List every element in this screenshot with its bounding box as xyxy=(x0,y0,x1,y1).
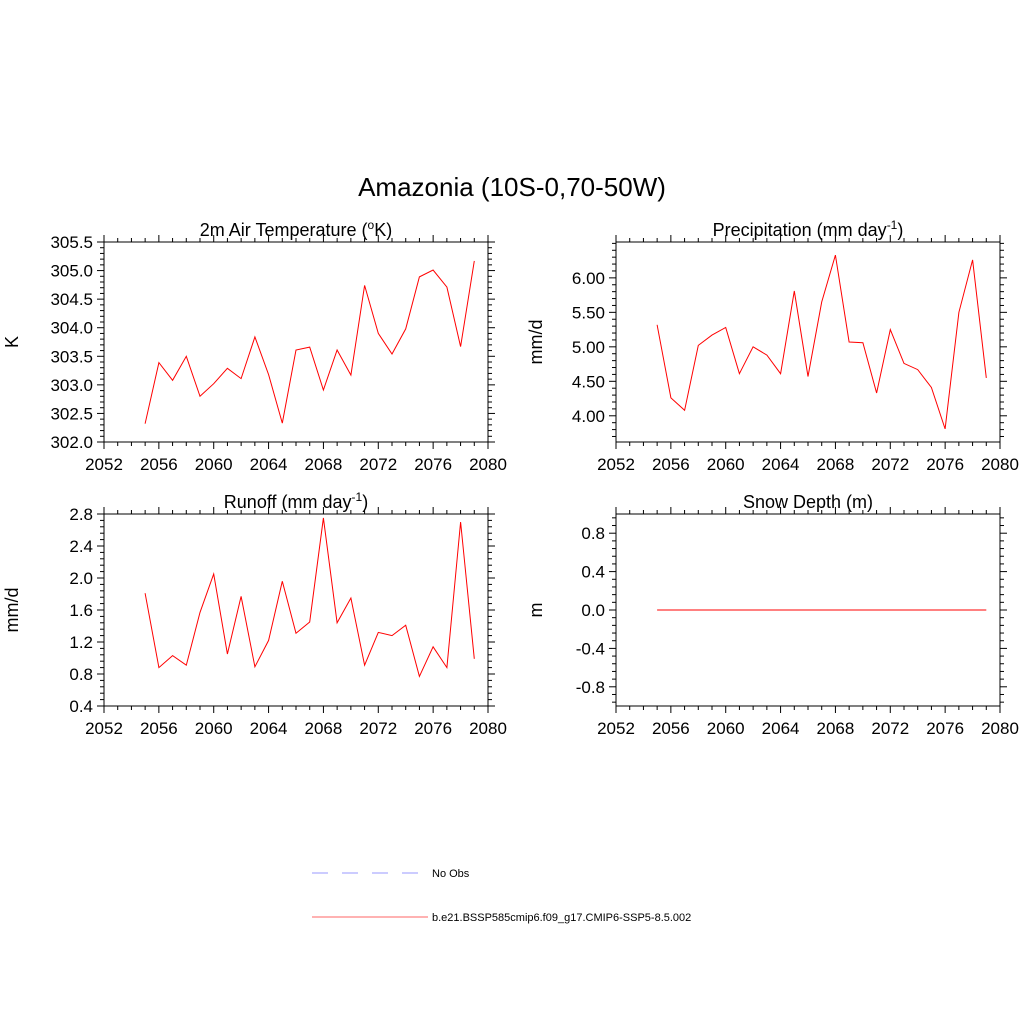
y-tick-label: 6.00 xyxy=(572,269,605,288)
legend-entry: No Obs xyxy=(312,868,470,880)
series-line xyxy=(144,517,475,678)
x-tick-label: 2056 xyxy=(140,455,178,474)
y-tick-label: 2.4 xyxy=(69,537,93,556)
y-tick-label: 0.8 xyxy=(581,524,605,543)
y-tick-label: 0.4 xyxy=(69,697,93,716)
series-line xyxy=(656,254,987,430)
y-tick-label: 305.0 xyxy=(50,262,93,281)
y-tick-label: 303.5 xyxy=(50,347,93,366)
x-tick-label: 2052 xyxy=(85,455,123,474)
y-tick-label: 2.0 xyxy=(69,569,93,588)
x-tick-label: 2076 xyxy=(414,719,452,738)
y-tick-label: 304.5 xyxy=(50,290,93,309)
panel-title-suffix: K) xyxy=(374,220,392,240)
y-tick-label: 5.50 xyxy=(572,303,605,322)
y-tick-label: 305.5 xyxy=(50,233,93,252)
x-tick-label: 2056 xyxy=(140,719,178,738)
panel-title-text: Runoff (mm day xyxy=(224,492,352,512)
panels-group: 2m Air Temperature (oK)2052 2056 2060 2064 2… xyxy=(2,218,1019,738)
panel-title-suffix: ) xyxy=(362,492,368,512)
x-tick-label: 2060 xyxy=(195,719,233,738)
y-axis-label: m xyxy=(526,603,546,618)
y-tick-label: 0.0 xyxy=(581,601,605,620)
panel-title: Snow Depth (m) xyxy=(743,492,873,512)
figure-title: Amazonia (10S-0,70-50W) xyxy=(358,172,666,202)
x-tick-label: 2064 xyxy=(762,455,800,474)
x-tick-label: 2064 xyxy=(250,719,288,738)
panel-title-superscript: -1 xyxy=(352,490,363,504)
x-tick-label: 2072 xyxy=(871,455,909,474)
series-line xyxy=(144,260,475,424)
panel-title: Runoff (mm day-1) xyxy=(224,490,368,512)
x-tick-label: 2064 xyxy=(762,719,800,738)
x-tick-label: 2080 xyxy=(469,455,507,474)
y-tick-label: 1.2 xyxy=(69,633,93,652)
x-tick-label: 2056 xyxy=(652,719,690,738)
panel-temperature: 2m Air Temperature (oK) 2052 2056 2060 2064 2… xyxy=(2,218,507,474)
y-tick-label: 5.00 xyxy=(572,338,605,357)
y-tick-label: 1.6 xyxy=(69,601,93,620)
x-tick-label: 2060 xyxy=(707,719,745,738)
panel-title: Precipitation (mm day-1) xyxy=(713,218,904,240)
panel-title-superscript: o xyxy=(368,218,375,232)
panel-title-text: 2m Air Temperature ( xyxy=(200,220,368,240)
panel-title-text: Snow Depth (m) xyxy=(743,492,873,512)
panel-title: 2m Air Temperature (oK) xyxy=(200,218,392,240)
y-tick-label: 2.8 xyxy=(69,505,93,524)
x-tick-label: 2072 xyxy=(359,455,397,474)
x-tick-label: 2068 xyxy=(305,455,343,474)
plot-frame xyxy=(615,241,1001,443)
legend-label: No Obs xyxy=(432,868,470,880)
x-tick-label: 2068 xyxy=(305,719,343,738)
x-tick-label: 2076 xyxy=(414,455,452,474)
x-tick-label: 2080 xyxy=(469,719,507,738)
y-tick-label: 0.8 xyxy=(69,665,93,684)
x-tick-label: 2056 xyxy=(652,455,690,474)
panel-snow-depth: Snow Depth (m) 2052 2056 2060 2064 2068 2072 20… xyxy=(526,492,1019,738)
x-tick-label: 2060 xyxy=(195,455,233,474)
y-tick-label: 4.50 xyxy=(572,372,605,391)
x-tick-label: 2064 xyxy=(250,455,288,474)
x-tick-label: 2076 xyxy=(926,719,964,738)
x-tick-label: 2080 xyxy=(981,719,1019,738)
x-tick-label: 2052 xyxy=(85,719,123,738)
y-tick-label: -0.8 xyxy=(576,678,605,697)
x-tick-label: 2068 xyxy=(817,719,855,738)
panel-title-suffix: ) xyxy=(897,220,903,240)
legend: No Obs b.e21.BSSP585cmip6.f09_g17.CMIP6-S… xyxy=(312,868,691,924)
x-tick-label: 2052 xyxy=(597,719,635,738)
panel-title-text: Precipitation (mm day xyxy=(713,220,887,240)
plot-frame xyxy=(103,241,489,443)
x-tick-label: 2076 xyxy=(926,455,964,474)
panel-runoff: Runoff (mm day-1) 2052 2056 2060 2064 2068 207… xyxy=(2,490,507,738)
y-tick-label: 302.5 xyxy=(50,404,93,423)
y-tick-label: 303.0 xyxy=(50,376,93,395)
legend-label: b.e21.BSSP585cmip6.f09_g17.CMIP6-SSP5-8.… xyxy=(432,912,691,924)
y-tick-label: 304.0 xyxy=(50,319,93,338)
panel-precipitation: Precipitation (mm day-1) 2052 2056 2060 2064… xyxy=(526,218,1019,474)
x-tick-label: 2072 xyxy=(871,719,909,738)
y-tick-label: 302.0 xyxy=(50,433,93,452)
y-axis-label: mm/d xyxy=(2,588,22,633)
x-tick-label: 2068 xyxy=(817,455,855,474)
y-tick-label: 0.4 xyxy=(581,563,605,582)
x-tick-label: 2060 xyxy=(707,455,745,474)
panel-title-superscript: -1 xyxy=(887,218,898,232)
x-tick-label: 2080 xyxy=(981,455,1019,474)
y-axis-label: mm/d xyxy=(526,320,546,365)
x-tick-label: 2072 xyxy=(359,719,397,738)
plot-frame xyxy=(103,513,489,707)
y-tick-label: 4.00 xyxy=(572,407,605,426)
x-tick-label: 2052 xyxy=(597,455,635,474)
y-tick-label: -0.4 xyxy=(576,639,605,658)
y-axis-label: K xyxy=(2,336,22,348)
legend-entry: b.e21.BSSP585cmip6.f09_g17.CMIP6-SSP5-8.… xyxy=(312,912,691,924)
